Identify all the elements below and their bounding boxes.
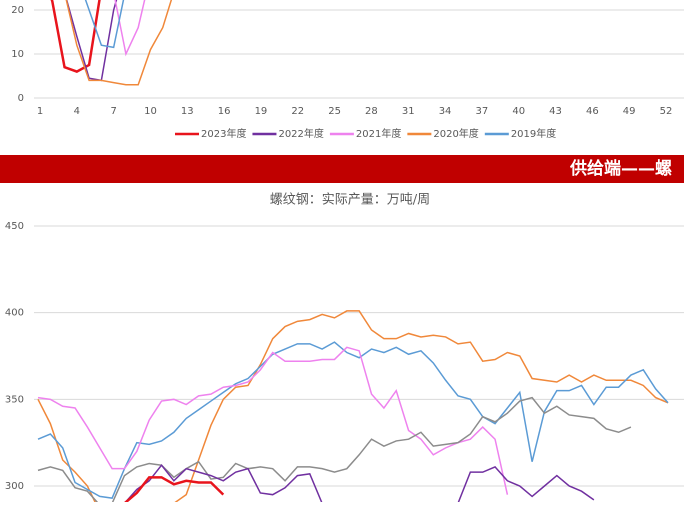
y-tick-label: 20 xyxy=(11,5,24,16)
series-line xyxy=(114,0,146,57)
banner-bar xyxy=(0,155,684,183)
series-line xyxy=(457,466,595,502)
x-tick-label: 31 xyxy=(402,106,415,117)
series-line xyxy=(84,0,125,49)
legend-label: 2020年度 xyxy=(433,127,478,140)
y-tick-label: 350 xyxy=(5,394,24,405)
y-tick-label: 450 xyxy=(5,221,24,232)
x-tick-label: 46 xyxy=(586,106,599,117)
legend-label: 2022年度 xyxy=(278,127,323,140)
plot-area xyxy=(37,310,669,502)
series-line xyxy=(50,0,101,73)
y-tick-label: 400 xyxy=(5,308,24,319)
series-line xyxy=(65,0,118,82)
series-line xyxy=(37,346,509,495)
x-tick-label: 25 xyxy=(328,106,341,117)
series-line xyxy=(37,310,669,502)
x-tick-label: 28 xyxy=(365,106,378,117)
series-line xyxy=(65,0,173,86)
x-tick-label: 10 xyxy=(144,106,157,117)
series-line xyxy=(124,463,323,502)
x-tick-label: 16 xyxy=(218,106,231,117)
legend-label: 2019年度 xyxy=(511,127,556,140)
plot-area xyxy=(50,0,173,86)
x-tick-label: 49 xyxy=(623,106,636,117)
y-tick-label: 300 xyxy=(5,481,24,492)
legend-label: 2021年度 xyxy=(356,127,401,140)
x-tick-label: 37 xyxy=(476,106,489,117)
x-tick-label: 52 xyxy=(660,106,673,117)
x-tick-label: 19 xyxy=(255,106,268,117)
y-tick-label: 10 xyxy=(11,49,24,60)
chart-title: 螺纹钢：实际产量：万吨/周 xyxy=(270,193,430,208)
x-tick-label: 7 xyxy=(110,106,116,117)
x-tick-label: 22 xyxy=(291,106,304,117)
x-tick-label: 4 xyxy=(74,106,80,117)
series-line xyxy=(37,396,632,502)
legend-label: 2023年度 xyxy=(201,127,246,140)
series-line xyxy=(37,341,669,499)
x-tick-label: 40 xyxy=(512,106,525,117)
x-tick-label: 1 xyxy=(37,106,43,117)
y-tick-label: 0 xyxy=(18,93,24,104)
banner-text: 供给端——螺 xyxy=(569,158,672,179)
x-tick-label: 13 xyxy=(181,106,194,117)
x-tick-label: 43 xyxy=(549,106,562,117)
x-tick-label: 34 xyxy=(439,106,452,117)
series-line xyxy=(124,476,225,502)
